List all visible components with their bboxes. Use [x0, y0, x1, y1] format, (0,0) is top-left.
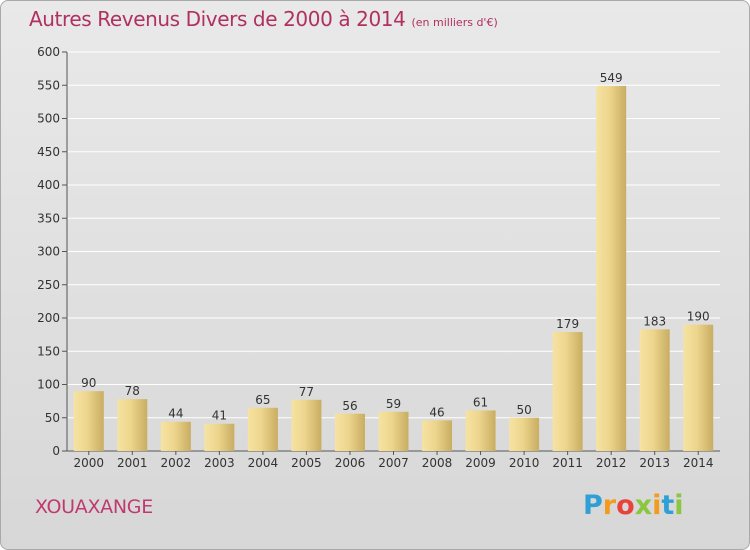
- y-tick-label: 150: [37, 344, 60, 358]
- y-tick-label: 550: [37, 78, 60, 92]
- bar-2013: [639, 329, 670, 451]
- bar-2002: [160, 421, 191, 451]
- x-tick-label: 2011: [552, 456, 583, 470]
- y-tick-label: 400: [37, 178, 60, 192]
- x-tick-label: 2002: [161, 456, 192, 470]
- y-tick-label: 600: [37, 45, 60, 59]
- bar-2007: [378, 411, 409, 451]
- value-label: 56: [342, 399, 357, 413]
- chart-subtitle: (en milliers d'€): [411, 16, 498, 29]
- bar-2000: [73, 391, 104, 451]
- bar-2014: [683, 324, 714, 451]
- logo-letter: x: [634, 490, 653, 521]
- bar-2001: [117, 399, 148, 451]
- bar-2008: [422, 420, 453, 451]
- value-label: 46: [429, 405, 444, 419]
- value-label: 65: [255, 393, 270, 407]
- value-label: 77: [299, 385, 314, 399]
- x-tick-label: 2003: [204, 456, 235, 470]
- bar-2004: [247, 407, 278, 451]
- logo-letter: r: [602, 490, 617, 521]
- x-tick-label: 2008: [422, 456, 453, 470]
- y-tick-label: 500: [37, 112, 60, 126]
- value-label: 78: [125, 384, 140, 398]
- y-tick-label: 0: [52, 444, 60, 458]
- value-label: 44: [168, 407, 183, 421]
- value-label: 90: [81, 376, 96, 390]
- logo-letter: o: [616, 490, 635, 521]
- value-label: 549: [600, 71, 623, 85]
- x-tick-label: 2010: [509, 456, 540, 470]
- value-label: 190: [687, 310, 710, 324]
- bar-2011: [552, 331, 583, 451]
- value-label: 50: [516, 403, 531, 417]
- x-tick-label: 2001: [117, 456, 148, 470]
- y-tick-label: 250: [37, 278, 60, 292]
- value-label: 41: [212, 409, 227, 423]
- bar-2010: [509, 417, 540, 451]
- logo-letter: t: [661, 490, 675, 521]
- proxiti-logo[interactable]: Proxiti: [583, 490, 684, 521]
- x-tick-label: 2000: [73, 456, 104, 470]
- logo-letter: P: [583, 490, 603, 521]
- y-tick-label: 100: [37, 378, 60, 392]
- value-label: 61: [473, 395, 488, 409]
- bar-2005: [291, 399, 322, 451]
- value-label: 183: [643, 314, 666, 328]
- commune-name: XOUAXANGE: [35, 496, 153, 518]
- y-tick-label: 50: [45, 411, 60, 425]
- bar-2012: [596, 85, 627, 451]
- axes: 0501001502002503003504004505005506002000…: [37, 45, 720, 470]
- value-labels: 90 78 44 41 65 77 56 59 46 61 50 179 549 183 190: [81, 71, 710, 423]
- value-label: 179: [556, 317, 579, 331]
- bars: [73, 85, 714, 451]
- chart-title-text: Autres Revenus Divers de 2000 à 2014: [29, 7, 406, 31]
- x-tick-label: 2007: [378, 456, 409, 470]
- y-tick-label: 300: [37, 245, 60, 259]
- x-tick-label: 2006: [335, 456, 366, 470]
- x-tick-label: 2014: [683, 456, 714, 470]
- y-tick-label: 450: [37, 145, 60, 159]
- x-tick-label: 2012: [596, 456, 627, 470]
- x-tick-label: 2009: [465, 456, 496, 470]
- y-tick-label: 350: [37, 211, 60, 225]
- chart-title: Autres Revenus Divers de 2000 à 2014 (en …: [29, 7, 498, 31]
- x-tick-label: 2004: [248, 456, 279, 470]
- bar-2003: [204, 423, 235, 451]
- bar-2006: [334, 413, 365, 451]
- logo-letter: i: [652, 490, 662, 521]
- x-tick-label: 2013: [639, 456, 670, 470]
- logo-letter: i: [674, 490, 684, 521]
- y-tick-label: 200: [37, 311, 60, 325]
- bar-2009: [465, 410, 496, 451]
- x-tick-label: 2005: [291, 456, 322, 470]
- value-label: 59: [386, 397, 401, 411]
